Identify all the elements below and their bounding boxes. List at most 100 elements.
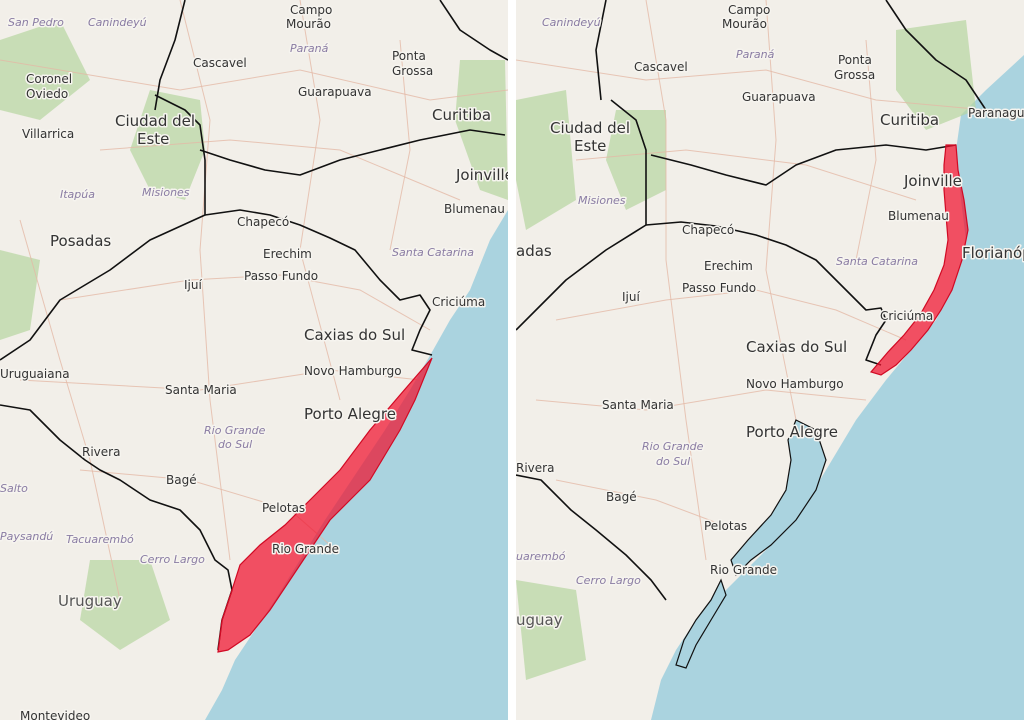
border-brazil-uruguay — [516, 474, 667, 601]
label-villarrica: Villarrica — [22, 127, 74, 141]
label-ponta-grossa-2: Grossa — [392, 64, 433, 78]
label-florianopolis: Florianóp — [962, 244, 1024, 262]
label-caxias-do-sul: Caxias do Sul — [746, 338, 847, 356]
alert-area-rs-coast[interactable] — [217, 357, 433, 653]
label-rio-grande-do-sul-1: Rio Grande — [642, 440, 704, 453]
label-novo-hamburgo: Novo Hamburgo — [746, 377, 844, 391]
map-left[interactable]: San Pedro Canindeyú Campo Mourão Paraná … — [0, 0, 508, 720]
map-labels-left: San Pedro Canindeyú Campo Mourão Paraná … — [0, 2, 508, 720]
label-misiones: Misiones — [142, 186, 190, 199]
label-santa-catarina: Santa Catarina — [392, 246, 474, 259]
label-tacuarembo: uarembó — [516, 550, 566, 563]
label-misiones: Misiones — [578, 194, 626, 207]
label-coronel-oviedo-1: Coronel — [26, 72, 72, 86]
label-uruguay: uguay — [516, 611, 563, 629]
label-san-pedro: San Pedro — [8, 16, 64, 29]
label-ciudad-del-este-1: Ciudad del — [550, 119, 630, 137]
label-rivera: Rivera — [516, 461, 554, 475]
label-santa-maria: Santa Maria — [165, 383, 237, 397]
label-porto-alegre: Porto Alegre — [304, 405, 396, 423]
label-parana: Paraná — [290, 42, 329, 55]
alert-area-sc-coast[interactable] — [869, 144, 969, 376]
label-rio-grande-do-sul-2: do Sul — [656, 455, 690, 468]
border-parana-sc — [650, 144, 957, 186]
forest-area — [516, 580, 586, 680]
road-network — [516, 0, 987, 561]
label-campo-mourao-2: Mourão — [286, 17, 331, 31]
label-campo-mourao-2: Mourão — [722, 17, 767, 31]
forest-area — [80, 560, 170, 650]
label-joinville: Joinville — [455, 166, 508, 184]
label-tacuarembo: Tacuarembó — [66, 533, 134, 546]
label-campo-mourao-1: Campo — [290, 3, 332, 17]
label-pelotas: Pelotas — [262, 501, 305, 515]
border-parana-sc — [199, 129, 506, 176]
forest-area — [0, 20, 90, 120]
label-ponta-grossa-2: Grossa — [834, 68, 875, 82]
label-cerro-largo: Cerro Largo — [140, 553, 205, 566]
label-posadas: adas — [516, 242, 552, 260]
label-ponta-grossa-1: Ponta — [838, 53, 872, 67]
border-brazil-uruguay — [0, 404, 233, 651]
label-rio-grande-do-sul-2: do Sul — [218, 438, 252, 451]
map-left-canvas: San Pedro Canindeyú Campo Mourão Paraná … — [0, 0, 508, 720]
label-canindeyu: Canindeyú — [542, 16, 601, 29]
label-blumenau: Blumenau — [444, 202, 505, 216]
label-paysandu: Paysandú — [0, 530, 53, 543]
label-rio-grande: Rio Grande — [272, 542, 339, 556]
label-canindeyu: Canindeyú — [88, 16, 147, 29]
atlantic-ocean — [651, 55, 1024, 720]
panel-divider — [508, 0, 516, 720]
label-chapeco: Chapecó — [237, 215, 289, 229]
label-coronel-oviedo-2: Oviedo — [26, 87, 68, 101]
label-criciuma: Criciúma — [880, 309, 933, 323]
label-rivera: Rivera — [82, 445, 120, 459]
label-cascavel: Cascavel — [634, 60, 688, 74]
border-paraguay — [595, 0, 607, 101]
label-ijui: Ijuí — [184, 278, 202, 292]
map-labels-right: Canindeyú Campo Mourão Paraná Ponta Gros… — [516, 2, 1024, 631]
label-uruguaiana: Uruguaiana — [0, 367, 70, 381]
label-curitiba: Curitiba — [880, 111, 939, 129]
label-novo-hamburgo: Novo Hamburgo — [304, 364, 402, 378]
label-guarapuava: Guarapuava — [298, 85, 372, 99]
label-rio-grande-do-sul-1: Rio Grande — [204, 424, 266, 437]
label-ciudad-del-este-2: Este — [574, 137, 606, 155]
label-caxias-do-sul: Caxias do Sul — [304, 326, 405, 344]
label-passo-fundo: Passo Fundo — [244, 269, 318, 283]
map-right-canvas: Canindeyú Campo Mourão Paraná Ponta Gros… — [516, 0, 1024, 720]
label-santa-maria: Santa Maria — [602, 398, 674, 412]
border-sc-rs — [204, 209, 433, 356]
label-criciuma: Criciúma — [432, 295, 485, 309]
label-blumenau: Blumenau — [888, 209, 949, 223]
label-rio-grande: Rio Grande — [710, 563, 777, 577]
label-passo-fundo: Passo Fundo — [682, 281, 756, 295]
label-erechim: Erechim — [704, 259, 753, 273]
lagoa-dos-patos — [730, 419, 827, 577]
label-bage: Bagé — [606, 490, 637, 504]
label-paranagua: Paranaguá — [968, 106, 1024, 120]
border-parana-north — [439, 0, 508, 61]
forest-area — [896, 20, 976, 130]
border-paraguay — [154, 0, 186, 111]
label-bage: Bagé — [166, 473, 197, 487]
label-ciudad-del-este-2: Este — [137, 130, 169, 148]
label-montevideo: Montevideo — [20, 709, 90, 720]
label-guarapuava: Guarapuava — [742, 90, 816, 104]
label-curitiba: Curitiba — [432, 106, 491, 124]
label-santa-catarina: Santa Catarina — [836, 255, 918, 268]
forest-area — [0, 250, 40, 340]
label-campo-mourao-1: Campo — [728, 3, 770, 17]
label-chapeco: Chapecó — [682, 223, 734, 237]
border-sc-rs — [645, 221, 887, 366]
label-erechim: Erechim — [263, 247, 312, 261]
border-argentina-brazil — [516, 99, 647, 331]
label-ponta-grossa-1: Ponta — [392, 49, 426, 63]
label-cascavel: Cascavel — [193, 56, 247, 70]
label-salto: Salto — [0, 482, 28, 495]
label-uruguay: Uruguay — [58, 592, 122, 610]
border-argentina-brazil — [0, 94, 206, 361]
map-right[interactable]: Canindeyú Campo Mourão Paraná Ponta Gros… — [516, 0, 1024, 720]
label-ijui: Ijuí — [622, 290, 640, 304]
